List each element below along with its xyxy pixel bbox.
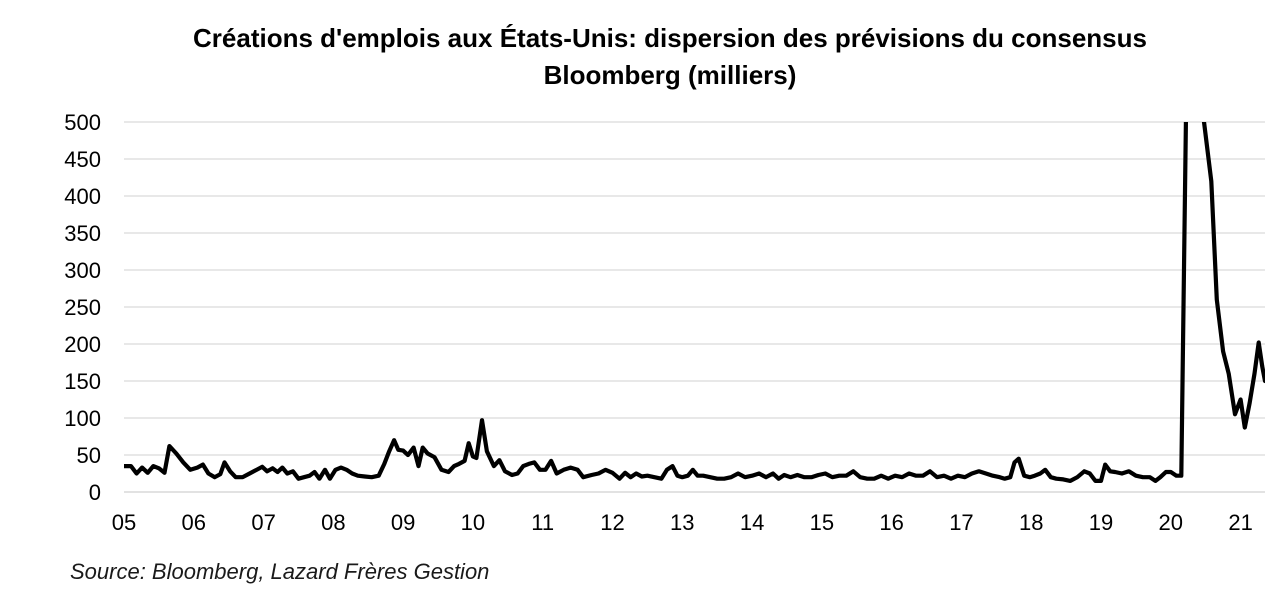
x-tick-label: 12 bbox=[600, 510, 624, 535]
x-tick-label: 17 bbox=[949, 510, 973, 535]
y-tick-label: 350 bbox=[64, 221, 101, 246]
x-tick-label: 15 bbox=[810, 510, 834, 535]
y-axis-tick-labels: 0 50 100 150 200 250 300 350 400 450 500 bbox=[64, 110, 101, 505]
y-tick-label: 100 bbox=[64, 406, 101, 431]
y-tick-label: 250 bbox=[64, 295, 101, 320]
source-note: Source: Bloomberg, Lazard Frères Gestion bbox=[70, 559, 490, 584]
x-tick-label: 21 bbox=[1228, 510, 1252, 535]
x-tick-label: 13 bbox=[670, 510, 694, 535]
x-tick-label: 08 bbox=[321, 510, 345, 535]
x-tick-label: 16 bbox=[879, 510, 903, 535]
x-axis-tick-labels: 05 06 07 08 09 10 11 12 13 14 15 16 17 18 19 20 21 bbox=[112, 510, 1253, 535]
chart-title-line-2: Bloomberg (milliers) bbox=[543, 60, 797, 90]
series-layer bbox=[124, 122, 1265, 483]
y-tick-label: 200 bbox=[64, 332, 101, 357]
y-tick-label: 400 bbox=[64, 184, 101, 209]
y-tick-label: 300 bbox=[64, 258, 101, 283]
chart-title-line-1: Créations d'emplois aux États-Unis: disp… bbox=[193, 23, 1147, 53]
x-tick-label: 11 bbox=[531, 510, 554, 535]
x-tick-label: 10 bbox=[461, 510, 485, 535]
x-tick-label: 05 bbox=[112, 510, 136, 535]
x-tick-label: 09 bbox=[391, 510, 415, 535]
y-tick-label: 500 bbox=[64, 110, 101, 135]
y-tick-label: 0 bbox=[89, 480, 101, 505]
gridlines bbox=[124, 121, 1265, 456]
x-tick-label: 07 bbox=[251, 510, 275, 535]
x-tick-label: 18 bbox=[1019, 510, 1043, 535]
y-tick-label: 50 bbox=[77, 443, 101, 468]
y-tick-label: 450 bbox=[64, 147, 101, 172]
x-tick-label: 19 bbox=[1089, 510, 1113, 535]
series-line bbox=[124, 122, 1265, 483]
y-tick-label: 150 bbox=[64, 369, 101, 394]
x-tick-label: 14 bbox=[740, 510, 764, 535]
chart-title: Créations d'emplois aux États-Unis: disp… bbox=[0, 20, 1265, 94]
x-tick-label: 20 bbox=[1159, 510, 1183, 535]
x-tick-label: 06 bbox=[182, 510, 206, 535]
